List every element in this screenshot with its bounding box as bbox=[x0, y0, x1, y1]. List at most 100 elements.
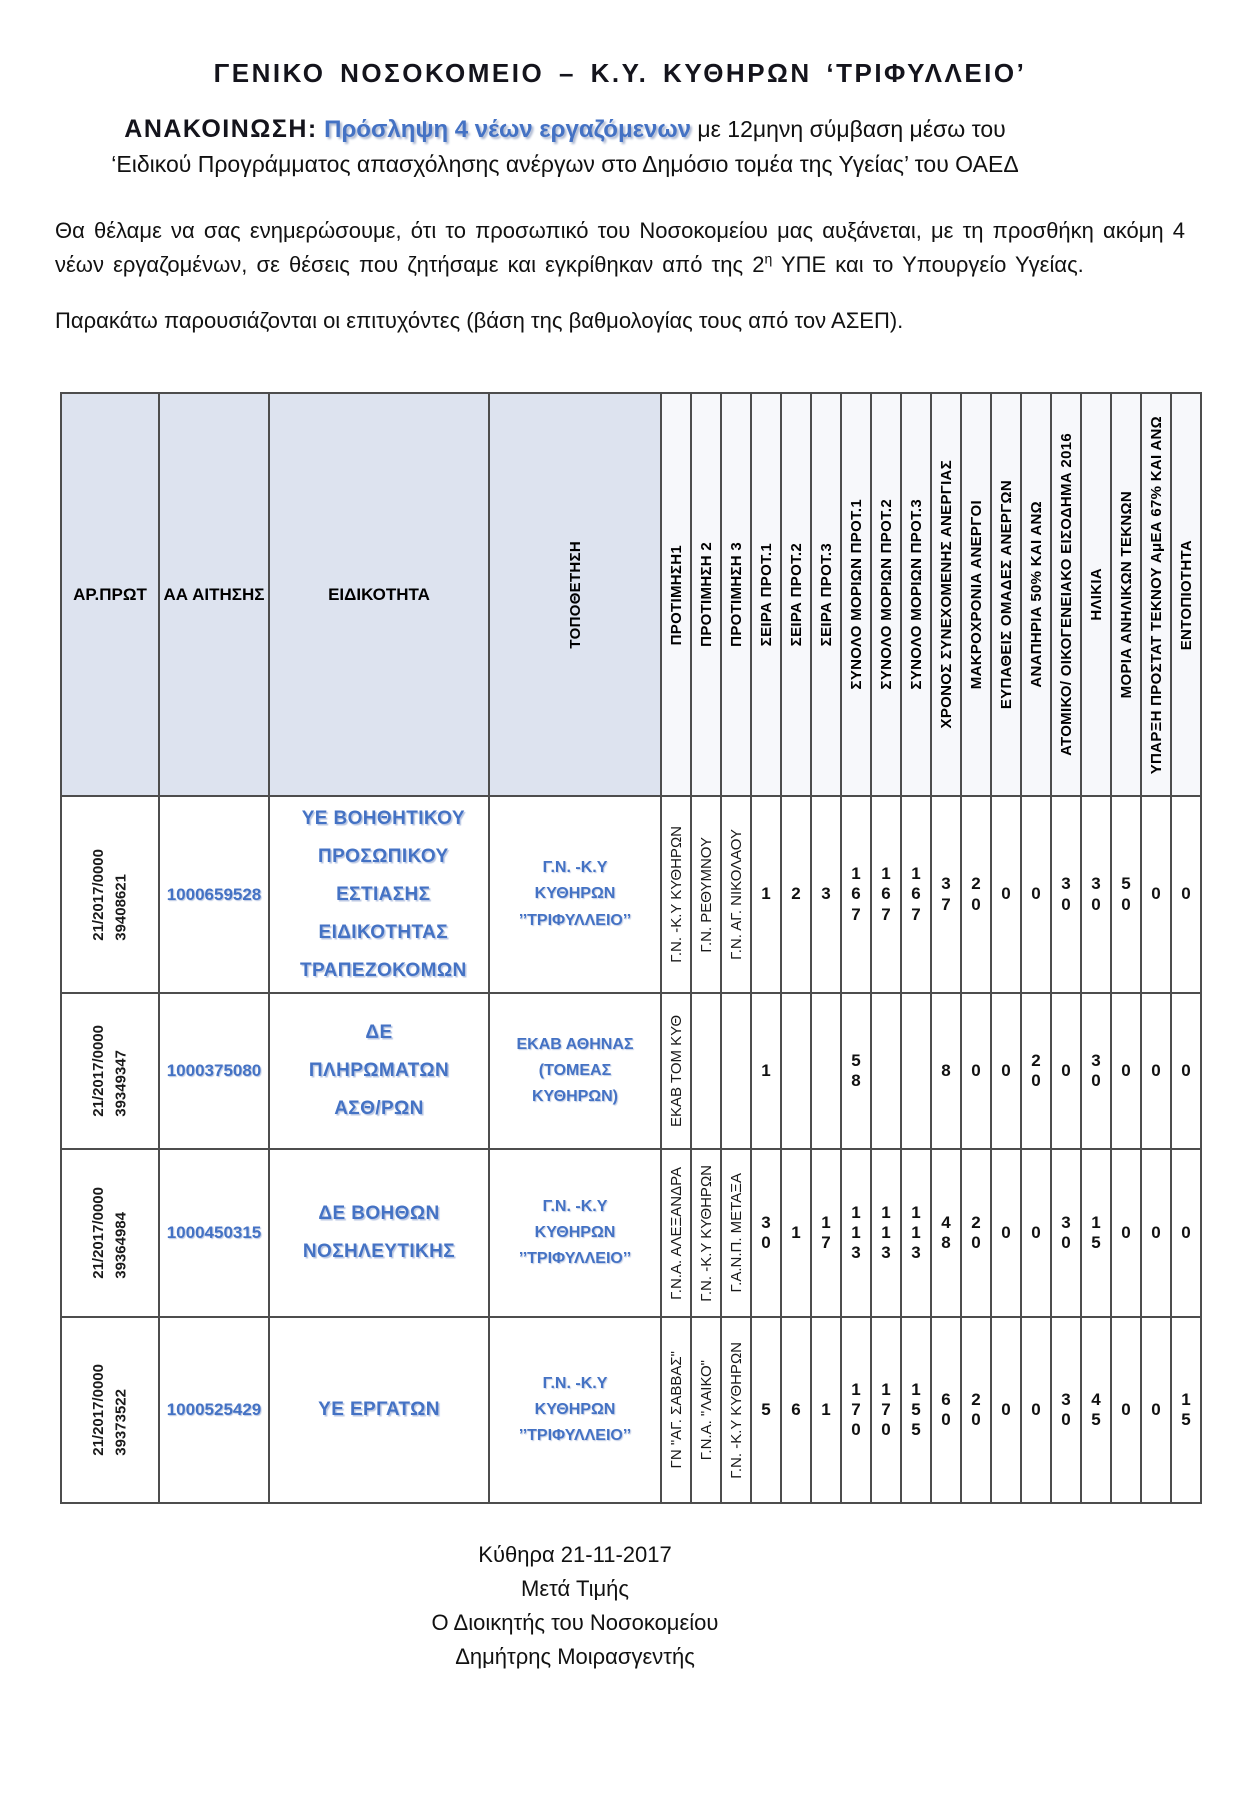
col-header-entopiotita: ΕΝΤΟΠΙΟΤΗΤΑ bbox=[1170, 392, 1202, 798]
cell-synolo-morion-3 bbox=[900, 992, 932, 1151]
cell-xronos-anergias: 8 bbox=[930, 992, 962, 1151]
cell-seira-prot-3: 1 bbox=[810, 1316, 842, 1505]
cell-ilikia: 30 bbox=[1080, 795, 1112, 995]
cell-entopiotita: 0 bbox=[1170, 992, 1202, 1151]
cell-xronos-anergias: 37 bbox=[930, 795, 962, 995]
cell-aa-aitisis: 1000375080 bbox=[158, 992, 270, 1151]
col-header-eidikotita: ΕΙΔΙΚΟΤΗΤΑ bbox=[268, 392, 490, 798]
cell-protimisi-2: Γ.Ν. -Κ.Υ ΚΥΘΗΡΩΝ bbox=[690, 1148, 722, 1319]
cell-seira-prot-3: 17 bbox=[810, 1148, 842, 1319]
col-header-eisodima-2016: ΑΤΟΜΙΚΟ/ ΟΙΚΟΓΕΝΕΙΑΚΟ ΕΙΣΟΔΗΜΑ 2016 bbox=[1050, 392, 1082, 798]
cell-protimisi-1: Γ.Ν. -Κ.Υ ΚΥΘΗΡΩΝ bbox=[660, 795, 692, 995]
cell-eisodima: 30 bbox=[1050, 1148, 1082, 1319]
announcement-highlight: Πρόσληψη 4 νέων εργαζόμενων bbox=[324, 116, 692, 143]
footer-place-date: Κύθηρα 21-11-2017 bbox=[478, 1542, 672, 1568]
cell-seira-prot-2 bbox=[780, 992, 812, 1151]
announcement-block: ΑΝΑΚΟΙΝΩΣΗ: Πρόσληψη 4 νέων εργαζόμενων … bbox=[55, 115, 1075, 178]
footer-signatory-title: Ο Διοικητής του Νοσοκομείου bbox=[431, 1610, 719, 1636]
cell-protimisi-2 bbox=[690, 992, 722, 1151]
cell-eidikotita: ΥΕ ΒΟΗΘΗΤΙΚΟΥ ΠΡΟΣΩΠΙΚΟΥ ΕΣΤΙΑΣΗΣ ΕΙΔΙΚΟ… bbox=[268, 795, 490, 995]
col-header-anapiria-50: ΑΝΑΠΗΡΙΑ 50% ΚΑΙ ΑΝΩ bbox=[1020, 392, 1052, 798]
col-header-ar-prot: ΑΡ.ΠΡΩΤ bbox=[60, 392, 160, 798]
cell-topothetisi: Γ.Ν. -Κ.Υ ΚΥΘΗΡΩΝ ’’ΤΡΙΦΥΛΛΕΙΟ’’ bbox=[488, 795, 662, 995]
intro-paragraph-tail: ΥΠΕ και το Υπουργείο Υγείας. bbox=[772, 252, 1084, 278]
footer-signatory-name: Δημήτρης Μοιρασγεντής bbox=[455, 1644, 695, 1670]
cell-protimisi-1: ΓΝ "ΑΓ. ΣΑΒΒΑΣ" bbox=[660, 1316, 692, 1505]
cell-eidikotita: ΥΕ ΕΡΓΑΤΩΝ bbox=[268, 1316, 490, 1505]
col-header-protimisi-1: ΠΡΟΤΙΜΗΣΗ1 bbox=[660, 392, 692, 798]
col-header-synolo-morion-3: ΣΥΝΟΛΟ ΜΟΡΙΩΝ ΠΡΟΤ.3 bbox=[900, 392, 932, 798]
col-header-ilikia: ΗΛΙΚΙΑ bbox=[1080, 392, 1112, 798]
cell-eupatheis: 0 bbox=[990, 992, 1022, 1151]
cell-makrochronia: 20 bbox=[960, 1148, 992, 1319]
signature-block: Κύθηρα 21-11-2017 Μετά Τιμής Ο Διοικητής… bbox=[55, 1538, 1095, 1674]
cell-makrochronia: 0 bbox=[960, 992, 992, 1151]
cell-topothetisi: Γ.Ν. -Κ.Υ ΚΥΘΗΡΩΝ ’’ΤΡΙΦΥΛΛΕΙΟ’’ bbox=[488, 1148, 662, 1319]
cell-seira-prot-3: 3 bbox=[810, 795, 842, 995]
cell-eupatheis: 0 bbox=[990, 1316, 1022, 1505]
cell-aa-aitisis: 1000450315 bbox=[158, 1148, 270, 1319]
cell-moria-teknon: 0 bbox=[1110, 992, 1142, 1151]
cell-makrochronia: 20 bbox=[960, 795, 992, 995]
cell-makrochronia: 20 bbox=[960, 1316, 992, 1505]
table-row: 21/2017/0000 39373522 1000525429 ΥΕ ΕΡΓΑΤ… bbox=[60, 1316, 1202, 1505]
cell-seira-prot-2: 1 bbox=[780, 1148, 812, 1319]
cell-protimisi-1: ΕΚΑΒ ΤΟΜ ΚΥΘ bbox=[660, 992, 692, 1151]
cell-protimisi-3: Γ.Ν. ΑΓ. ΝΙΚΟΛΑΟΥ bbox=[720, 795, 752, 995]
page-title: ΓΕΝΙΚΟ ΝΟΣΟΚΟΜΕΙΟ – Κ.Υ. ΚΥΘΗΡΩΝ ‘ΤΡΙΦΥΛ… bbox=[213, 58, 1027, 88]
cell-ilikia: 15 bbox=[1080, 1148, 1112, 1319]
cell-anapiria: 0 bbox=[1020, 1316, 1052, 1505]
cell-aa-aitisis: 1000659528 bbox=[158, 795, 270, 995]
col-header-makrochronia-anergoi: ΜΑΚΡΟΧΡΟΝΙΑ ΑΝΕΡΓΟΙ bbox=[960, 392, 992, 798]
col-header-topothetisi: ΤΟΠΟΘΕΤΗΣΗ bbox=[488, 392, 662, 798]
col-header-xronos-anergias: ΧΡΟΝΟΣ ΣΥΝΕΧΟΜΕΝΗΣ ΑΝΕΡΓΙΑΣ bbox=[930, 392, 962, 798]
announcement-tail: με 12μηνη σύμβαση μέσω του bbox=[691, 116, 1006, 142]
col-header-protimisi-3: ΠΡΟΤΙΜΗΣΗ 3 bbox=[720, 392, 752, 798]
cell-eisodima: 30 bbox=[1050, 1316, 1082, 1505]
footer-salutation: Μετά Τιμής bbox=[521, 1576, 629, 1602]
announcement-label: ΑΝΑΚΟΙΝΩΣΗ: bbox=[124, 115, 318, 143]
cell-aa-aitisis: 1000525429 bbox=[158, 1316, 270, 1505]
cell-seira-prot-3 bbox=[810, 992, 842, 1151]
document-page: ΓΕΝΙΚΟ ΝΟΣΟΚΟΜΕΙΟ – Κ.Υ. ΚΥΘΗΡΩΝ ‘ΤΡΙΦΥΛ… bbox=[0, 58, 1240, 1675]
cell-eidikotita: ΔΕ ΠΛΗΡΩΜΑΤΩΝ ΑΣΘ/ΡΩΝ bbox=[268, 992, 490, 1151]
announcement-subline: ‘Ειδικού Προγράμματος απασχόλησης ανέργω… bbox=[111, 151, 1019, 177]
cell-protimisi-3 bbox=[720, 992, 752, 1151]
cell-protimisi-3: Γ.Α.Ν.Π. ΜΕΤΑΞΑ bbox=[720, 1148, 752, 1319]
cell-entopiotita: 15 bbox=[1170, 1316, 1202, 1505]
cell-ar-prot: 21/2017/0000 39408621 bbox=[60, 795, 160, 995]
cell-eidikotita: ΔΕ ΒΟΗΘΩΝ ΝΟΣΗΛΕΥΤΙΚΗΣ bbox=[268, 1148, 490, 1319]
cell-moria-teknon: 0 bbox=[1110, 1148, 1142, 1319]
cell-ar-prot: 21/2017/0000 39364984 bbox=[60, 1148, 160, 1319]
col-header-eupatheis-omades: ΕΥΠΑΘΕΙΣ ΟΜΑΔΕΣ ΑΝΕΡΓΩΝ bbox=[990, 392, 1022, 798]
table-row: 21/2017/0000 39408621 1000659528 ΥΕ ΒΟΗΘΗ… bbox=[60, 795, 1202, 995]
cell-synolo-morion-1: 167 bbox=[840, 795, 872, 995]
cell-topothetisi: ΕΚΑΒ ΑΘΗΝΑΣ (ΤΟΜΕΑΣ ΚΥΘΗΡΩΝ) bbox=[488, 992, 662, 1151]
col-header-moria-teknon: ΜΟΡΙΑ ΑΝΗΛΙΚΩΝ ΤΕΚΝΩΝ bbox=[1110, 392, 1142, 798]
cell-anapiria: 0 bbox=[1020, 1148, 1052, 1319]
cell-moria-teknon: 0 bbox=[1110, 1316, 1142, 1505]
table-row: 21/2017/0000 39364984 1000450315 ΔΕ ΒΟΗΘΩ… bbox=[60, 1148, 1202, 1319]
cell-anapiria: 0 bbox=[1020, 795, 1052, 995]
cell-eisodima: 30 bbox=[1050, 795, 1082, 995]
results-paragraph: Παρακάτω παρουσιάζονται οι επιτυχόντες (… bbox=[55, 308, 904, 334]
cell-synolo-morion-1: 170 bbox=[840, 1316, 872, 1505]
cell-ilikia: 45 bbox=[1080, 1316, 1112, 1505]
intro-paragraph: Θα θέλαμε να σας ενημερώσουμε, ότι το πρ… bbox=[55, 214, 1185, 282]
cell-entopiotita: 0 bbox=[1170, 1148, 1202, 1319]
cell-synolo-morion-2: 170 bbox=[870, 1316, 902, 1505]
col-header-yparxi-prostat-teknou: ΥΠΑΡΞΗ ΠΡΟΣΤΑΤ ΤΕΚΝΟΥ ΑμΕΑ 67% ΚΑΙ ΑΝΩ bbox=[1140, 392, 1172, 798]
cell-yparxi-prostat: 0 bbox=[1140, 1316, 1172, 1505]
table-row: 21/2017/0000 39349347 1000375080 ΔΕ ΠΛΗΡΩ… bbox=[60, 992, 1202, 1151]
cell-yparxi-prostat: 0 bbox=[1140, 992, 1172, 1151]
cell-synolo-morion-1: 113 bbox=[840, 1148, 872, 1319]
cell-protimisi-3: Γ.Ν. -Κ.Υ ΚΥΘΗΡΩΝ bbox=[720, 1316, 752, 1505]
cell-moria-teknon: 50 bbox=[1110, 795, 1142, 995]
results-table: ΑΡ.ΠΡΩΤ ΑΑ ΑΙΤΗΣΗΣ ΕΙΔΙΚΟΤΗΤΑ ΤΟΠΟΘΕΤΗΣΗ… bbox=[60, 392, 1202, 1505]
cell-yparxi-prostat: 0 bbox=[1140, 795, 1172, 995]
cell-protimisi-2: Γ.Ν.Α. "ΛΑΙΚΟ" bbox=[690, 1316, 722, 1505]
cell-synolo-morion-1: 58 bbox=[840, 992, 872, 1151]
cell-seira-prot-1: 1 bbox=[750, 992, 782, 1151]
superscript-eta: η bbox=[764, 250, 773, 267]
cell-protimisi-1: Γ.Ν.Α. ΑΛΕΞΑΝΔΡΑ bbox=[660, 1148, 692, 1319]
